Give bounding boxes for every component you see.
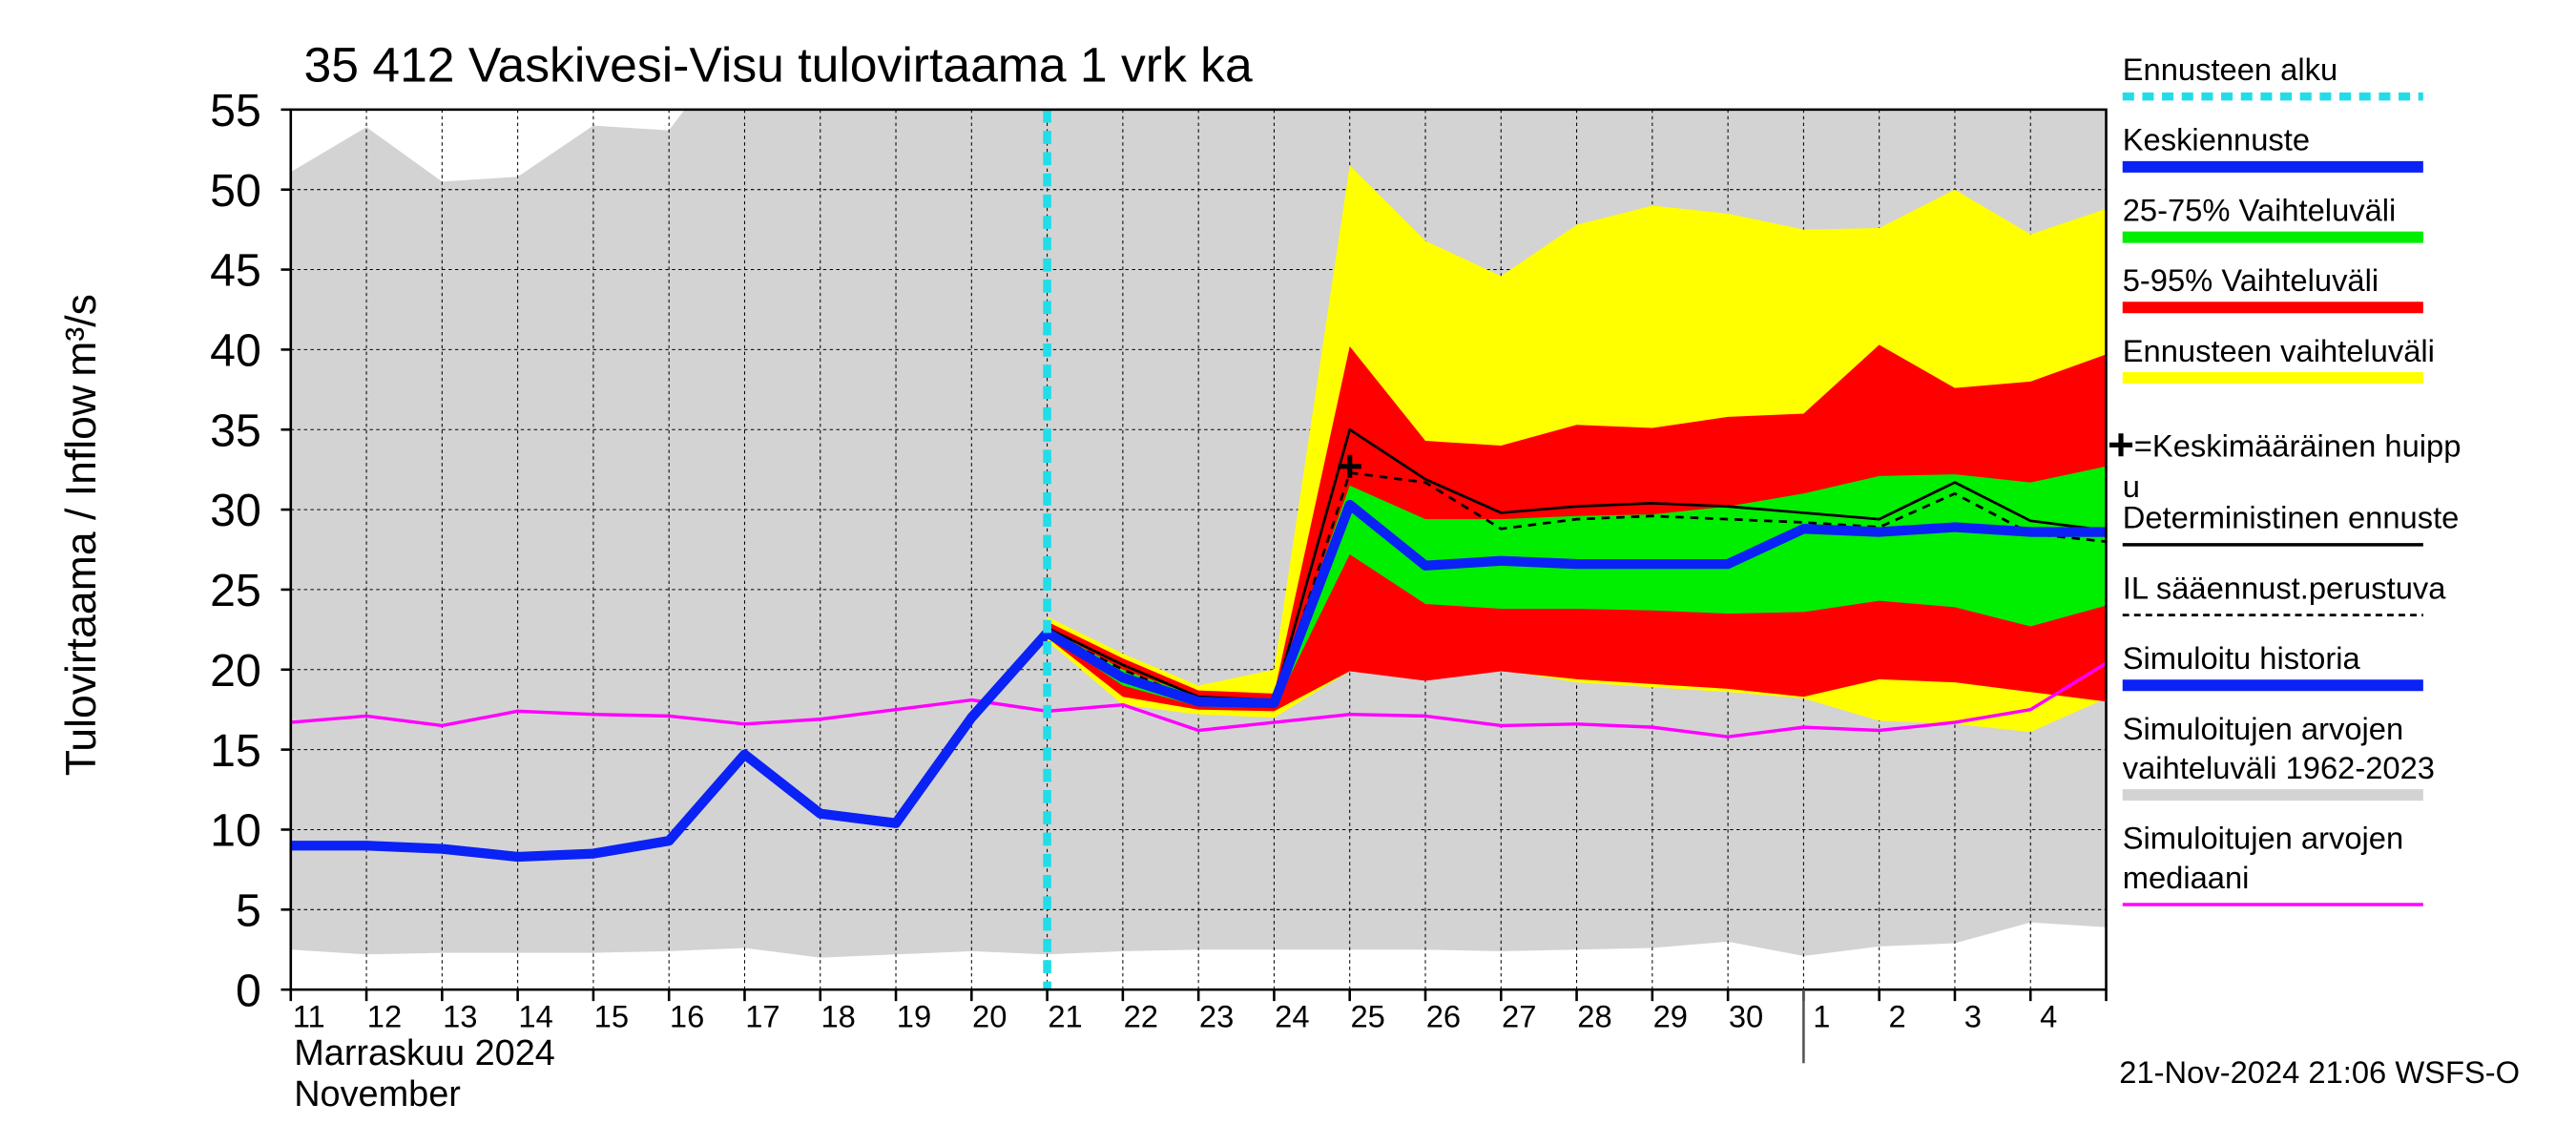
legend-label: Keskiennuste [2123,122,2310,157]
footer: 21-Nov-2024 21:06 WSFS-O [2119,1054,2520,1090]
legend-label: Ennusteen vaihteluväli [2123,333,2435,368]
y-axis-unit: m³/s [58,294,105,377]
legend-label: Simuloitujen arvojen [2123,711,2403,746]
x-tick-label: 11 [293,999,325,1034]
x-tick-label: 28 [1577,999,1611,1034]
y-tick-label: 20 [210,645,261,697]
plot-area [290,109,2107,990]
x-tick-label: 17 [745,999,779,1034]
chart-title: 35 412 Vaskivesi-Visu tulovirtaama 1 vrk… [304,37,1253,93]
x-tick-label: 20 [972,999,1007,1034]
y-tick-label: 0 [236,965,261,1016]
legend-label: Simuloitujen arvojen [2123,821,2403,856]
legend-label: vaihteluväli 1962-2023 [2123,750,2435,785]
legend-label: =Keskimääräinen huipp [2134,427,2462,463]
legend-label: mediaani [2123,860,2250,895]
y-tick-label: 40 [210,325,261,377]
x-tick-label: 2 [1889,999,1906,1034]
legend-label: Ennusteen alku [2123,52,2337,87]
y-axis-label: Tulovirtaama / Inflow [58,385,105,776]
legend-label: u [2123,468,2140,504]
y-tick-label: 5 [236,885,261,937]
line [1044,499,2107,709]
x-tick-label: 21 [1048,999,1082,1034]
legend-label: Simuloitu historia [2123,640,2361,676]
x-tick-label: 26 [1426,999,1461,1034]
y-tick-label: 35 [210,405,261,456]
y-tick-label: 55 [210,85,261,136]
legend-marker [2109,433,2133,457]
x-tick-label: 19 [897,999,931,1034]
legend-label: IL sääennust.perustuva [2123,570,2447,605]
y-tick-label: 50 [210,165,261,217]
x-tick-label: 24 [1275,999,1309,1034]
legend-label: Deterministinen ennuste [2123,500,2460,535]
line [290,629,1051,863]
x-axis-label: November [294,1074,461,1114]
peak-marker [1338,454,1361,478]
x-tick-label: 1 [1813,999,1830,1034]
x-tick-label: 4 [2040,999,2057,1034]
x-tick-label: 15 [594,999,629,1034]
x-tick-label: 30 [1729,999,1763,1034]
y-tick-label: 10 [210,805,261,857]
legend-label: 25-75% Vaihteluväli [2123,192,2397,227]
x-tick-label: 23 [1199,999,1234,1034]
x-tick-label: 3 [1964,999,1982,1034]
y-tick-label: 45 [210,245,261,297]
x-tick-label: 25 [1350,999,1384,1034]
x-tick-label: 27 [1502,999,1536,1034]
y-tick-label: 30 [210,485,261,536]
legend: Ennusteen alku Keskiennuste 25-75% Vaihtel… [2109,52,2462,906]
y-tick-label: 15 [210,725,261,777]
line [290,661,2107,739]
y-tick-label: 25 [210,565,261,616]
x-tick-label: 22 [1124,999,1158,1034]
x-tick-label: 16 [670,999,704,1034]
x-tick-label: 12 [367,999,402,1034]
x-axis-label: Marraskuu 2024 [294,1033,555,1073]
legend-label: 5-95% Vaihteluväli [2123,262,2379,298]
x-tick-label: 29 [1653,999,1688,1034]
x-tick-label: 13 [443,999,477,1034]
x-tick-label: 18 [821,999,856,1034]
x-tick-label: 14 [518,999,552,1034]
